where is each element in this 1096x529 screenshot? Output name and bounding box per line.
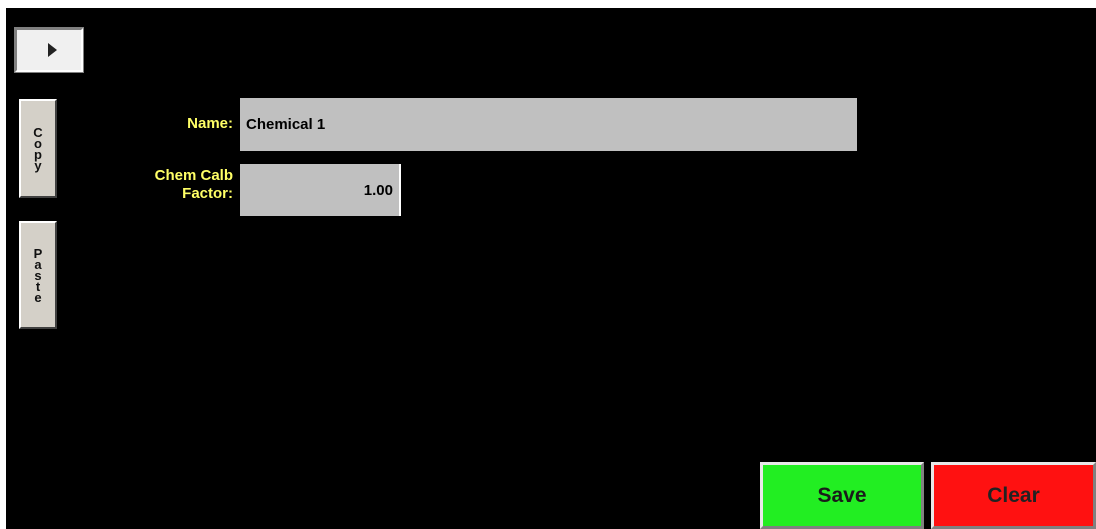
clear-button[interactable]: Clear (931, 462, 1096, 529)
paste-letter: t (35, 278, 41, 294)
paste-letter: s (34, 267, 42, 283)
name-value: Chemical 1 (246, 116, 326, 133)
chem-calb-factor-value: 1.00 (363, 181, 393, 199)
chem-calb-label-line2: Factor: (182, 185, 233, 202)
paste-letter: a (34, 256, 42, 272)
chem-calb-label-line1: Chem Calb (154, 167, 233, 184)
copy-button[interactable]: C o p y (19, 99, 57, 198)
save-button[interactable]: Save (760, 462, 924, 529)
copy-letter: o (34, 135, 42, 151)
play-button[interactable] (14, 27, 84, 73)
clear-button-label: Clear (987, 483, 1040, 507)
paste-letter: P (33, 245, 43, 261)
copy-letter: p (34, 146, 42, 162)
copy-letter: C (33, 124, 43, 140)
paste-button[interactable]: P a s t e (19, 221, 57, 329)
play-triangle-icon (47, 43, 57, 57)
save-button-label: Save (817, 483, 867, 507)
chem-calb-factor-field[interactable]: 1.00 (240, 164, 401, 216)
paste-letter: e (34, 289, 42, 305)
name-label: Name: (187, 115, 233, 132)
chem-calb-factor-label: Chem Calb Factor: (116, 167, 233, 203)
main-screen: C o p y P a s t e Name: Chemical 1 Chem … (6, 8, 1096, 529)
name-field[interactable]: Chemical 1 (240, 98, 857, 151)
copy-letter: y (34, 157, 42, 173)
